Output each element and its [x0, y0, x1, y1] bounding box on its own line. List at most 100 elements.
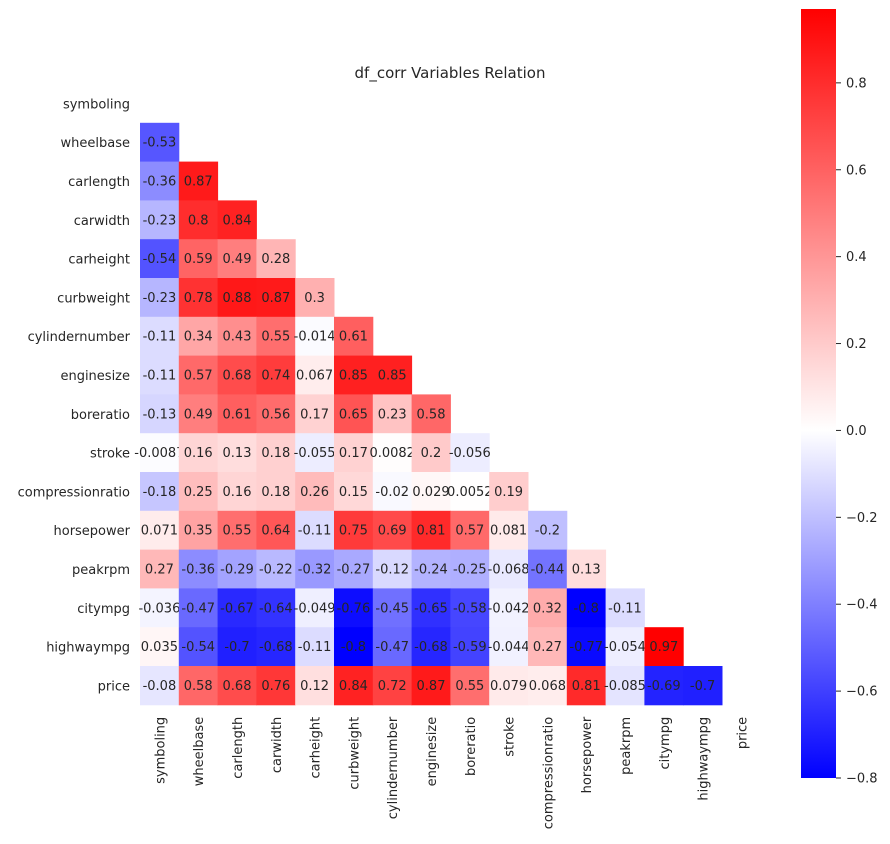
x-tick-label: price	[735, 717, 750, 749]
cell-label: -0.08	[143, 679, 177, 694]
colorbar	[801, 9, 836, 778]
heatmap-cell	[295, 394, 335, 434]
x-tick-label: horsepower	[580, 716, 595, 793]
cell-label: 0.58	[184, 679, 213, 694]
heatmap-cell	[334, 316, 374, 357]
cell-label: -0.11	[143, 330, 177, 345]
heatmap-cell	[372, 627, 413, 667]
heatmap-cell	[334, 510, 374, 551]
heatmap-cell	[295, 588, 335, 628]
heatmap-cell	[140, 666, 180, 706]
cell-label: -0.18	[143, 485, 177, 500]
cell-label: -0.8	[341, 640, 366, 655]
cell-label: -0.23	[143, 291, 177, 306]
cell-label: 0.65	[339, 407, 368, 422]
cell-label: -0.77	[569, 640, 603, 655]
cell-label: -0.68	[414, 640, 448, 655]
heatmap-cell	[295, 549, 335, 589]
colorbar-tick-label: −0.8	[846, 772, 878, 787]
cell-label: 0.85	[339, 369, 368, 384]
cell-label: 0.18	[261, 485, 290, 500]
cell-label: -0.085	[604, 679, 646, 694]
cell-label: -0.58	[453, 601, 487, 616]
colorbar-tick-label: −0.6	[846, 685, 878, 700]
cell-label: -0.12	[375, 563, 409, 578]
cell-label: 0.78	[184, 291, 213, 306]
cell-label: 0.3	[304, 291, 325, 306]
cell-label: -0.54	[143, 252, 177, 267]
heatmap-cell	[217, 278, 257, 318]
heatmap-cell	[450, 666, 490, 706]
colorbar-tick-label: 0.2	[846, 337, 867, 352]
cell-label: -0.59	[453, 640, 487, 655]
heatmap-cell	[334, 472, 374, 512]
cell-label: -0.11	[608, 601, 642, 616]
y-tick-label: carlength	[68, 175, 130, 190]
cell-label: 0.49	[223, 252, 252, 267]
cell-label: -0.53	[143, 136, 177, 151]
x-tick-label: symboling	[153, 717, 168, 784]
cell-label: 0.35	[184, 524, 213, 539]
heatmap-cell	[140, 122, 180, 163]
heatmap-cell	[295, 666, 335, 706]
y-tick-label: symboling	[63, 97, 130, 112]
heatmap-cell	[372, 510, 413, 551]
heatmap-cell	[256, 278, 296, 318]
heatmap-cell	[411, 472, 451, 512]
cell-label: 0.84	[223, 213, 252, 228]
heatmap-cell	[178, 394, 219, 434]
heatmap-cell	[140, 549, 180, 589]
heatmap-cell	[178, 510, 219, 551]
heatmap-cell	[683, 666, 723, 706]
cell-label: -0.036	[138, 601, 180, 616]
heatmap-cell	[295, 355, 335, 395]
heatmap-cell	[140, 394, 180, 434]
heatmap-cell	[178, 316, 219, 357]
heatmap-cell	[178, 549, 219, 589]
colorbar-tick-label: 0.6	[846, 163, 867, 178]
cell-label: -0.44	[531, 563, 565, 578]
heatmap-cell	[644, 627, 684, 667]
heatmap-cell	[528, 627, 568, 667]
cell-label: 0.87	[417, 679, 446, 694]
heatmap-cell	[140, 161, 180, 201]
cell-label: 0.0082	[369, 446, 415, 461]
heatmap-cell	[140, 433, 180, 473]
cell-label: 0.34	[184, 330, 213, 345]
cell-label: 0.2	[421, 446, 442, 461]
cell-label: -0.36	[143, 175, 177, 190]
cell-label: 0.17	[300, 407, 329, 422]
heatmap-cell	[372, 394, 413, 434]
heatmap-cell	[217, 472, 257, 512]
heatmap-cell	[217, 588, 257, 628]
heatmap-cell	[217, 666, 257, 706]
y-tick-label: enginesize	[60, 369, 130, 384]
heatmap-cell	[178, 239, 219, 279]
heatmap-cell	[411, 627, 451, 667]
cell-label: -0.068	[488, 563, 530, 578]
cell-label: -0.23	[143, 213, 177, 228]
colorbar-tick-label: 0.8	[846, 76, 867, 91]
heatmap-cell	[605, 588, 645, 628]
heatmap-cell	[256, 510, 296, 551]
cell-label: -0.054	[604, 640, 646, 655]
chart-title: df_corr Variables Relation	[355, 64, 546, 83]
cell-label: 0.84	[339, 679, 368, 694]
heatmap-cell	[372, 588, 413, 628]
cell-label: 0.68	[223, 679, 252, 694]
cell-label: -0.11	[143, 369, 177, 384]
cell-label: 0.27	[145, 563, 174, 578]
y-tick-label: price	[98, 679, 130, 694]
y-axis-labels: symboling wheelbase carlength carwidth carhe…	[18, 97, 131, 694]
heatmap-cell	[217, 433, 257, 473]
heatmap-cell	[256, 355, 296, 395]
cell-label: 0.19	[494, 485, 523, 500]
cell-label: 0.56	[261, 407, 290, 422]
heatmap-cell	[140, 627, 180, 667]
cell-label: 0.067	[296, 369, 333, 384]
cell-label: 0.28	[261, 252, 290, 267]
cell-label: -0.45	[375, 601, 409, 616]
cell-label: 0.75	[339, 524, 368, 539]
y-tick-label: carwidth	[74, 214, 130, 229]
cell-label: 0.68	[223, 369, 252, 384]
